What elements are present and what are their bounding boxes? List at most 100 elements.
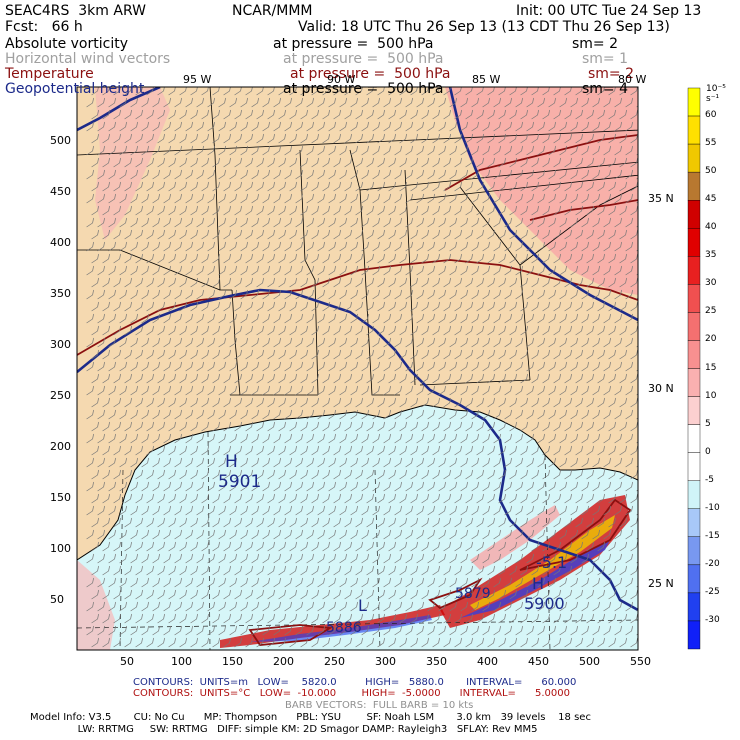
wind-barb bbox=[108, 145, 116, 156]
wind-barb bbox=[427, 481, 435, 492]
wind-barb bbox=[504, 625, 512, 636]
wind-barb bbox=[113, 541, 121, 552]
wind-barb bbox=[553, 253, 561, 264]
wind-barb bbox=[322, 133, 330, 144]
wind-barb bbox=[168, 373, 176, 384]
wind-barb bbox=[339, 97, 347, 108]
wind-barb bbox=[350, 625, 358, 636]
wind-barb bbox=[383, 97, 391, 108]
wind-barb bbox=[443, 349, 451, 360]
wind-barb bbox=[245, 109, 253, 120]
wind-barb bbox=[256, 565, 264, 576]
wind-barb bbox=[515, 289, 523, 300]
x-tick-label: 450 bbox=[528, 655, 549, 668]
wind-barb bbox=[344, 517, 352, 528]
wind-barb bbox=[548, 97, 556, 108]
wind-barb bbox=[482, 169, 490, 180]
wind-barb bbox=[185, 337, 193, 348]
wind-barb bbox=[548, 169, 556, 180]
wind-barb bbox=[262, 241, 270, 252]
wind-barb bbox=[300, 133, 308, 144]
wind-barb bbox=[515, 529, 523, 540]
wind-barb bbox=[251, 601, 259, 612]
wind-barb bbox=[372, 601, 380, 612]
wind-barb bbox=[443, 87, 451, 96]
wind-barb bbox=[124, 421, 132, 432]
wind-barb bbox=[190, 397, 198, 408]
wind-barb bbox=[394, 169, 402, 180]
wind-barb bbox=[361, 337, 369, 348]
wind-barb bbox=[564, 87, 572, 96]
wind-barb bbox=[267, 133, 275, 144]
temperature-contour-3 bbox=[529, 199, 638, 221]
wind-barb bbox=[273, 409, 281, 420]
wind-barb bbox=[487, 469, 495, 480]
wind-barb bbox=[223, 541, 231, 552]
wind-barb bbox=[86, 121, 94, 132]
wind-barb bbox=[350, 361, 358, 372]
wind-barb bbox=[223, 493, 231, 504]
wind-barb bbox=[146, 349, 154, 360]
init-time: Init: 00 UTC Tue 24 Sep 13 bbox=[516, 3, 702, 19]
wind-barb bbox=[388, 109, 396, 120]
wind-barb bbox=[427, 289, 435, 300]
wind-barb bbox=[625, 529, 633, 540]
wind-barb bbox=[113, 301, 121, 312]
wind-barb bbox=[141, 361, 149, 372]
wind-barb bbox=[317, 529, 325, 540]
wind-barb bbox=[311, 181, 319, 192]
wind-barb bbox=[273, 385, 281, 396]
wind-barb bbox=[548, 409, 556, 420]
wind-barb bbox=[234, 373, 242, 384]
florida-land bbox=[560, 380, 638, 478]
wind-barb bbox=[625, 337, 633, 348]
wind-barb bbox=[212, 421, 220, 432]
wind-barb bbox=[548, 217, 556, 228]
wind-barb bbox=[273, 313, 281, 324]
wind-barb bbox=[317, 97, 325, 108]
wind-barb bbox=[476, 205, 484, 216]
wind-barb bbox=[465, 493, 473, 504]
wind-barb bbox=[284, 577, 292, 588]
wind-barb bbox=[267, 493, 275, 504]
wind-barb bbox=[526, 433, 534, 444]
wind-barb bbox=[146, 157, 154, 168]
wind-barb bbox=[642, 110, 649, 119]
wind-barb bbox=[295, 217, 303, 228]
wind-barb bbox=[614, 625, 622, 636]
convective-band-5 bbox=[250, 615, 432, 642]
wind-barb bbox=[333, 301, 341, 312]
wind-barb bbox=[515, 361, 523, 372]
wind-barb bbox=[460, 433, 468, 444]
wind-barb bbox=[377, 445, 385, 456]
wind-barb bbox=[537, 265, 545, 276]
wind-barb bbox=[443, 181, 451, 192]
wind-barb bbox=[102, 229, 110, 240]
wind-barb bbox=[487, 421, 495, 432]
wind-barb bbox=[86, 385, 94, 396]
wind-barb bbox=[322, 397, 330, 408]
wind-barb bbox=[168, 493, 176, 504]
wind-barb bbox=[267, 277, 275, 288]
wind-barb bbox=[553, 541, 561, 552]
wind-barb bbox=[157, 87, 165, 96]
wind-barb bbox=[608, 589, 616, 600]
wind-barb bbox=[240, 313, 248, 324]
wind-barb bbox=[443, 613, 451, 624]
wind-barb bbox=[317, 337, 325, 348]
wind-barb bbox=[245, 133, 253, 144]
wind-barb bbox=[542, 205, 550, 216]
wind-barb bbox=[333, 277, 341, 288]
wind-barb bbox=[102, 181, 110, 192]
wind-barb bbox=[355, 565, 363, 576]
wind-barb bbox=[179, 421, 187, 432]
wind-barb bbox=[212, 157, 220, 168]
wind-barb bbox=[432, 157, 440, 168]
wind-barb bbox=[130, 289, 138, 300]
wind-barb bbox=[559, 241, 567, 252]
wind-barb bbox=[625, 193, 633, 204]
wind-barb bbox=[559, 409, 567, 420]
wind-barb bbox=[504, 193, 512, 204]
wind-barb bbox=[130, 553, 138, 564]
wind-barb bbox=[619, 517, 627, 528]
